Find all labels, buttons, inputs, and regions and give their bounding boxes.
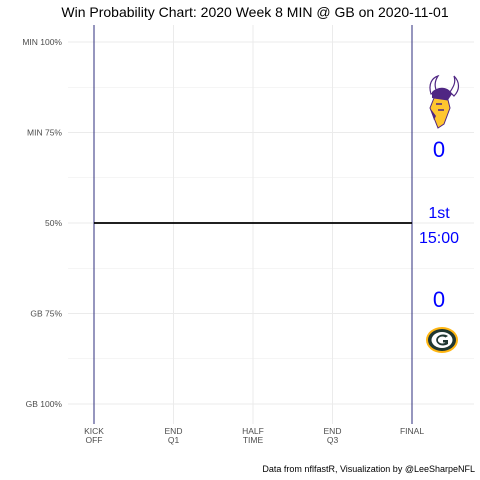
grid-lines — [68, 25, 474, 424]
y-tick-label: MIN 75% — [27, 128, 62, 138]
x-tick-label: KICK — [84, 426, 104, 436]
packers-logo-icon — [426, 327, 458, 353]
quarter-label: 1st — [428, 205, 450, 222]
x-tick-label: END — [165, 426, 183, 436]
x-tick-label: Q1 — [168, 435, 180, 445]
y-tick-label: GB 100% — [26, 399, 63, 409]
kickoff-final-lines — [93, 25, 413, 424]
home-score-label: 0 — [433, 287, 445, 312]
game-clock-label: 15:00 — [419, 230, 459, 247]
x-tick-label: OFF — [86, 435, 103, 445]
y-tick-label: GB 75% — [30, 309, 62, 319]
vikings-logo-icon — [429, 74, 460, 129]
x-tick-label: Q3 — [327, 435, 339, 445]
chart-title: Win Probability Chart: 2020 Week 8 MIN @… — [61, 4, 448, 20]
chart-caption: Data from nflfastR, Visualization by @Le… — [262, 464, 475, 474]
away-score-label: 0 — [433, 137, 445, 162]
y-axis-ticks: MIN 100% MIN 75% 50% GB 75% GB 100% — [22, 37, 62, 409]
x-tick-label: TIME — [243, 435, 264, 445]
y-tick-label: MIN 100% — [22, 37, 62, 47]
y-tick-label: 50% — [45, 218, 62, 228]
x-tick-label: HALF — [242, 426, 264, 436]
x-tick-label: END — [324, 426, 342, 436]
x-tick-label: FINAL — [400, 426, 424, 436]
